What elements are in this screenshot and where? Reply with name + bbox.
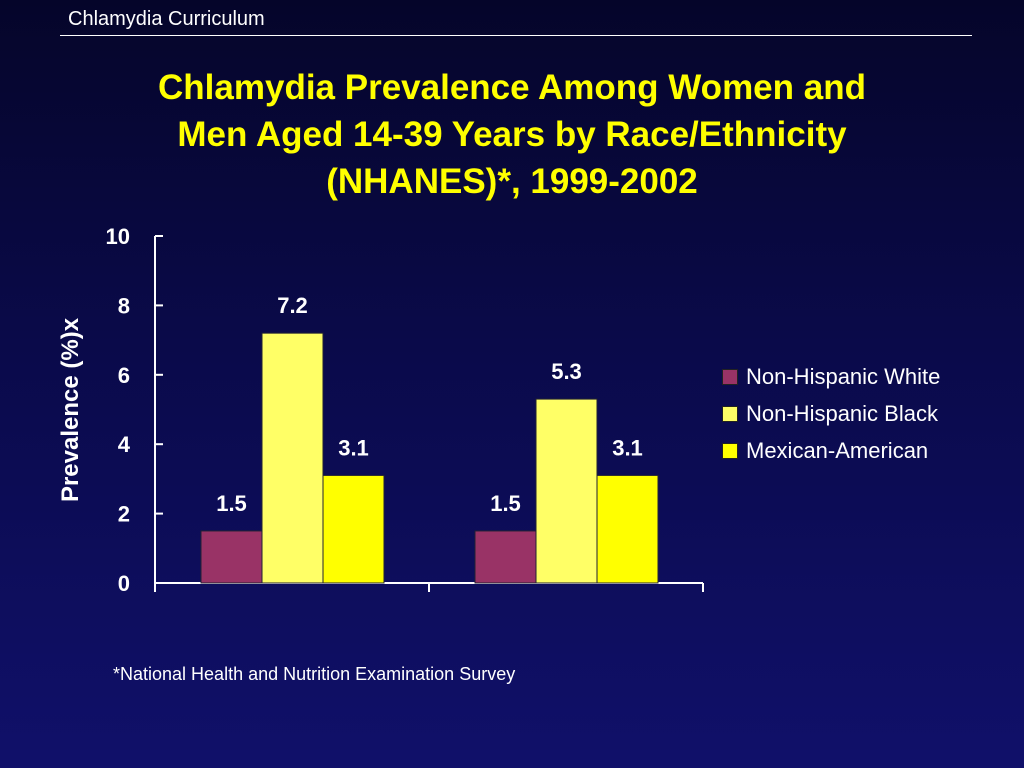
y-axis-label: Prevalence (%)x [57, 317, 84, 502]
y-tick-label: 4 [118, 432, 131, 457]
y-tick-label: 10 [106, 224, 130, 249]
bar [474, 530, 537, 584]
bar [261, 332, 324, 584]
legend-item: Non-Hispanic White [722, 358, 940, 395]
title-line: Men Aged 14-39 Years by Race/Ethnicity [177, 115, 847, 154]
slide-title: Chlamydia Prevalence Among Women and Men… [60, 64, 964, 205]
chart-legend: Non-Hispanic White Non-Hispanic Black Me… [722, 358, 940, 469]
legend-swatch [722, 368, 738, 385]
bar [596, 474, 659, 584]
y-tick-label: 8 [118, 293, 130, 318]
bar [535, 398, 598, 584]
legend-swatch [722, 405, 738, 422]
bar [322, 474, 385, 584]
y-tick-label: 6 [118, 363, 130, 388]
legend-swatch [722, 442, 738, 459]
bar-value-label: 3.1 [612, 435, 643, 460]
footnote: *National Health and Nutrition Examinati… [113, 664, 516, 684]
bar-value-label: 7.2 [277, 293, 308, 318]
legend-item: Non-Hispanic Black [722, 395, 940, 432]
header-divider [60, 35, 972, 36]
y-tick-label: 2 [118, 502, 130, 527]
y-tick-label: 0 [118, 571, 130, 596]
bar [200, 530, 263, 584]
legend-item: Mexican-American [722, 432, 940, 469]
title-line: (NHANES)*, 1999-2002 [326, 162, 698, 201]
bar-value-label: 5.3 [551, 359, 582, 384]
bar-value-label: 1.5 [490, 491, 521, 516]
legend-label: Non-Hispanic White [746, 363, 941, 389]
legend-label: Mexican-American [746, 437, 929, 463]
legend-label: Non-Hispanic Black [746, 400, 938, 426]
bar-value-label: 3.1 [338, 435, 369, 460]
title-line: Chlamydia Prevalence Among Women and [158, 68, 866, 107]
slide-header: Chlamydia Curriculum [68, 8, 265, 30]
bar-value-label: 1.5 [216, 491, 247, 516]
